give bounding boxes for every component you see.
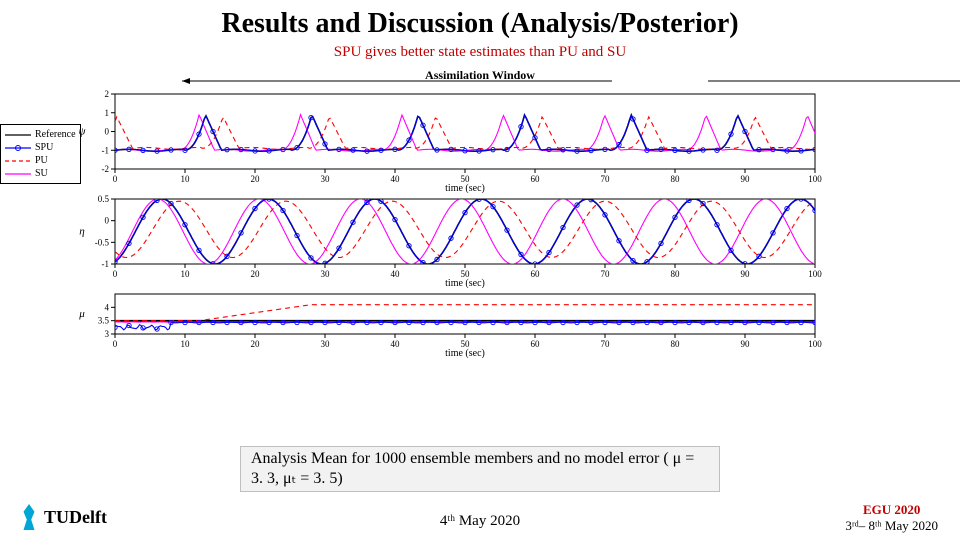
svg-text:90: 90 (741, 339, 751, 349)
chart-psi: 0102030405060708090100-2-1012ψtime (sec) (70, 88, 940, 193)
svg-text:η: η (79, 226, 84, 238)
subtitle: SPU gives better state estimates than PU… (0, 44, 960, 61)
svg-text:70: 70 (601, 269, 611, 279)
svg-text:0: 0 (105, 127, 110, 137)
legend-item: PU (5, 154, 76, 167)
svg-text:100: 100 (808, 269, 822, 279)
svg-text:μ: μ (78, 308, 85, 320)
svg-text:20: 20 (251, 174, 261, 184)
footer: TUDelft 4ᵗʰ May 2020 EGU 2020 3ʳᵈ– 8ᵗʰ M… (0, 500, 960, 540)
svg-text:10: 10 (181, 174, 191, 184)
egu-label: EGU 2020 (845, 502, 938, 518)
svg-text:60: 60 (531, 269, 541, 279)
flame-icon (18, 504, 40, 530)
legend-swatch (5, 169, 31, 179)
svg-text:30: 30 (321, 174, 331, 184)
svg-text:80: 80 (671, 174, 681, 184)
svg-text:0: 0 (105, 216, 110, 226)
svg-text:100: 100 (808, 174, 822, 184)
svg-text:2: 2 (105, 89, 110, 99)
svg-text:20: 20 (251, 269, 261, 279)
assimilation-window-arrows (180, 76, 960, 86)
svg-text:60: 60 (531, 339, 541, 349)
svg-text:70: 70 (601, 339, 611, 349)
svg-text:30: 30 (321, 269, 331, 279)
svg-text:40: 40 (391, 339, 401, 349)
svg-text:3: 3 (105, 329, 110, 339)
svg-text:4: 4 (105, 302, 110, 312)
logo-text: TUDelft (44, 507, 107, 528)
svg-text:-2: -2 (102, 164, 110, 174)
footer-conference: EGU 2020 3ʳᵈ– 8ᵗʰ May 2020 (845, 502, 938, 534)
legend-label: SU (35, 167, 48, 180)
chart-mu: 010203040506070809010033.54μtime (sec) (70, 288, 940, 358)
legend-label: PU (35, 154, 48, 167)
svg-text:-1: -1 (102, 259, 110, 269)
svg-text:0: 0 (113, 174, 118, 184)
legend-swatch (5, 130, 31, 140)
svg-text:time (sec): time (sec) (445, 278, 485, 288)
svg-text:3.5: 3.5 (98, 316, 110, 326)
legend-swatch (5, 143, 31, 153)
svg-text:0.5: 0.5 (98, 194, 110, 204)
egu-dates: 3ʳᵈ– 8ᵗʰ May 2020 (845, 518, 938, 534)
svg-text:time (sec): time (sec) (445, 183, 485, 193)
svg-text:20: 20 (251, 339, 261, 349)
chart-eta: 0102030405060708090100-1-0.500.5ηtime (s… (70, 193, 940, 288)
svg-text:60: 60 (531, 174, 541, 184)
page-title: Results and Discussion (Analysis/Posteri… (0, 0, 960, 40)
svg-text:1: 1 (105, 108, 110, 118)
svg-text:time (sec): time (sec) (445, 348, 485, 358)
charts-panel: 0102030405060708090100-2-1012ψtime (sec)… (70, 88, 940, 358)
svg-text:0: 0 (113, 269, 118, 279)
svg-text:70: 70 (601, 174, 611, 184)
svg-text:ψ: ψ (79, 126, 86, 138)
svg-text:0: 0 (113, 339, 118, 349)
legend-label: SPU (35, 141, 53, 154)
svg-text:-0.5: -0.5 (95, 237, 110, 247)
footer-date: 4ᵗʰ May 2020 (440, 513, 520, 530)
caption: Analysis Mean for 1000 ensemble members … (240, 446, 720, 492)
svg-text:-1: -1 (102, 145, 110, 155)
svg-text:10: 10 (181, 339, 191, 349)
legend-swatch (5, 156, 31, 166)
svg-text:90: 90 (741, 269, 751, 279)
legend-item: SPU (5, 141, 76, 154)
svg-text:80: 80 (671, 339, 681, 349)
svg-text:40: 40 (391, 269, 401, 279)
svg-text:100: 100 (808, 339, 822, 349)
legend: ReferenceSPUPUSU (0, 124, 81, 184)
svg-text:10: 10 (181, 269, 191, 279)
tudelft-logo: TUDelft (18, 504, 107, 530)
svg-text:30: 30 (321, 339, 331, 349)
svg-text:80: 80 (671, 269, 681, 279)
legend-item: Reference (5, 128, 76, 141)
legend-item: SU (5, 167, 76, 180)
svg-text:90: 90 (741, 174, 751, 184)
svg-text:40: 40 (391, 174, 401, 184)
